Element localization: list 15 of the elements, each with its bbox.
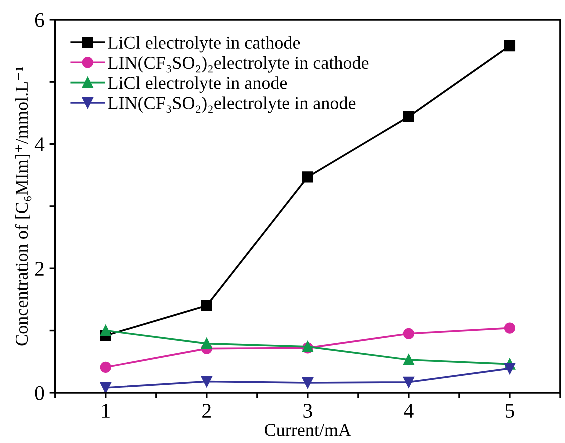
y-tick-label: 0 [35,386,44,400]
legend-label: LIN(CF₃SO₂)₂electrolyte in cathode [108,56,369,73]
y-tick-label: 2 [35,262,44,276]
x-tick-label: 2 [202,404,211,418]
y-tick-label: 4 [34,138,45,152]
legend-label: LiCl electrolyte in cathode [108,36,300,53]
x-tick-label: 3 [304,404,312,418]
x-tick-label: 4 [404,404,414,418]
x-tick-label: 1 [102,404,110,418]
x-axis-title: Current/mA [265,424,352,436]
legend-label: LiCl electrolyte in anode [108,76,288,94]
x-tick-label: 5 [506,404,514,418]
y-axis-title: Concentration of [C₆MIm]⁺/mmol.L⁻¹ [15,67,32,346]
y-tick-label: 6 [35,13,44,28]
legend-label: LIN(CF₃SO₂)₂electrolyte in anode [108,96,356,114]
